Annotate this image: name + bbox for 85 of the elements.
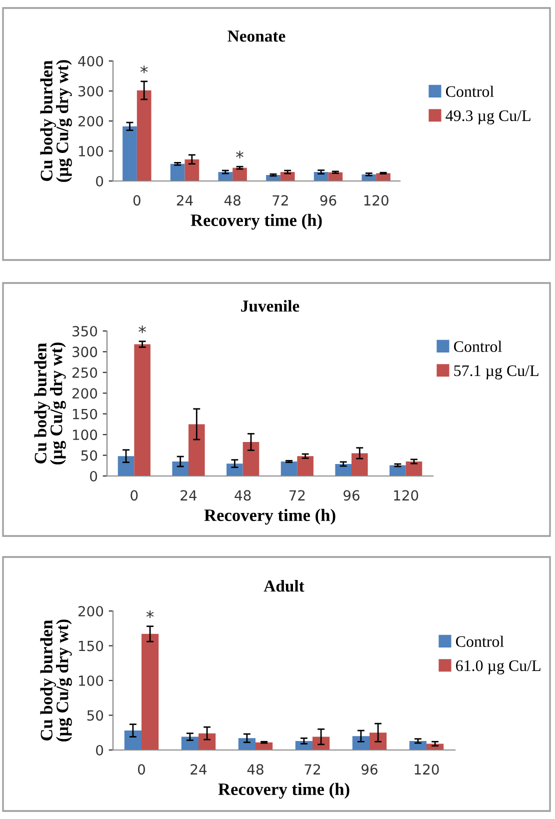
x-tick-label: 120 xyxy=(364,195,388,206)
x-tick-label: 24 xyxy=(190,764,207,774)
bar xyxy=(136,90,152,181)
bar xyxy=(226,464,243,476)
legend-label: 61.0 µg Cu/L xyxy=(456,660,540,674)
bar xyxy=(118,456,134,476)
y-axis-title: Cu body burden (µg Cu/g dry wt) xyxy=(40,620,72,742)
x-tick-label: 96 xyxy=(344,490,360,501)
bar xyxy=(406,462,422,476)
bar xyxy=(122,126,137,181)
x-tick-label: 0 xyxy=(133,195,140,206)
legend-label: 57.1 µg Cu/L xyxy=(454,365,538,380)
x-tick-label: 72 xyxy=(304,764,320,774)
annotation: * xyxy=(236,150,244,158)
bar xyxy=(124,730,142,750)
y-axis-title: Cu body burden (µg Cu/g dry wt) xyxy=(40,60,72,182)
y-tick-label: 200 xyxy=(72,388,98,399)
bar xyxy=(232,168,247,181)
bar xyxy=(312,736,330,750)
bar xyxy=(352,736,370,750)
annotation: * xyxy=(146,610,154,618)
y-tick-label: 100 xyxy=(78,146,104,156)
x-tick-label: 120 xyxy=(394,490,418,501)
x-tick-label: 96 xyxy=(320,195,336,206)
annotation: * xyxy=(138,326,146,334)
y-axis-title: Cu body burden (µg Cu/g dry wt) xyxy=(34,342,66,464)
legend-label: Control xyxy=(446,86,494,97)
bar xyxy=(170,164,185,181)
bar xyxy=(409,740,426,750)
bar xyxy=(376,173,390,181)
bar xyxy=(280,172,295,181)
bar xyxy=(184,159,200,181)
y-tick-label: 0 xyxy=(96,176,104,186)
y-tick-label: 100 xyxy=(78,675,104,686)
legend-label: Control xyxy=(454,340,502,352)
chart-title: Juvenile xyxy=(241,300,300,312)
x-tick-label: 0 xyxy=(138,764,145,775)
legend-label: Control xyxy=(456,636,504,647)
x-axis-title: Recovery time (h) xyxy=(190,214,322,230)
y-tick-label: 50 xyxy=(81,450,98,461)
bar xyxy=(181,736,198,750)
x-tick-label: 24 xyxy=(176,195,193,206)
bar xyxy=(238,738,256,750)
x-tick-label: 24 xyxy=(180,490,197,500)
bar xyxy=(370,732,387,750)
bar xyxy=(390,465,406,476)
x-axis-title: Recovery time (h) xyxy=(218,782,350,799)
y-tick-label: 300 xyxy=(78,86,104,96)
y-tick-label: 400 xyxy=(78,56,104,66)
x-tick-label: 72 xyxy=(272,195,288,206)
bar xyxy=(280,462,298,476)
y-tick-label: 200 xyxy=(78,606,104,616)
bar xyxy=(335,464,352,476)
bar xyxy=(198,733,216,750)
y-tick-label: 50 xyxy=(87,710,104,721)
x-tick-label: 72 xyxy=(289,490,305,500)
y-tick-label: 250 xyxy=(72,367,98,378)
x-tick-label: 96 xyxy=(362,764,378,775)
chart-title: Adult xyxy=(264,580,304,592)
bar xyxy=(142,634,159,750)
x-axis-title: Recovery time (h) xyxy=(204,508,336,525)
bar xyxy=(297,456,314,476)
x-tick-label: 48 xyxy=(247,764,264,775)
chart-title: Neonate xyxy=(228,30,286,42)
bar xyxy=(172,462,188,476)
bar xyxy=(134,344,150,476)
legend-label: 49.3 µg Cu/L xyxy=(446,110,530,124)
bar xyxy=(188,424,205,476)
y-tick-label: 300 xyxy=(72,346,98,358)
x-tick-label: 48 xyxy=(224,195,240,206)
y-tick-label: 150 xyxy=(72,408,98,420)
y-tick-label: 200 xyxy=(78,116,104,126)
y-tick-label: 100 xyxy=(72,430,98,440)
bar xyxy=(352,453,368,476)
x-tick-label: 0 xyxy=(130,490,138,501)
y-tick-label: 150 xyxy=(78,640,104,652)
x-tick-label: 48 xyxy=(234,490,251,501)
bar xyxy=(242,442,260,476)
y-tick-label: 0 xyxy=(90,470,98,482)
annotation: * xyxy=(140,66,148,74)
bar xyxy=(218,172,233,181)
bar xyxy=(256,742,273,750)
y-tick-label: 0 xyxy=(96,744,104,756)
x-tick-label: 120 xyxy=(414,764,439,775)
y-tick-label: 350 xyxy=(72,326,98,336)
